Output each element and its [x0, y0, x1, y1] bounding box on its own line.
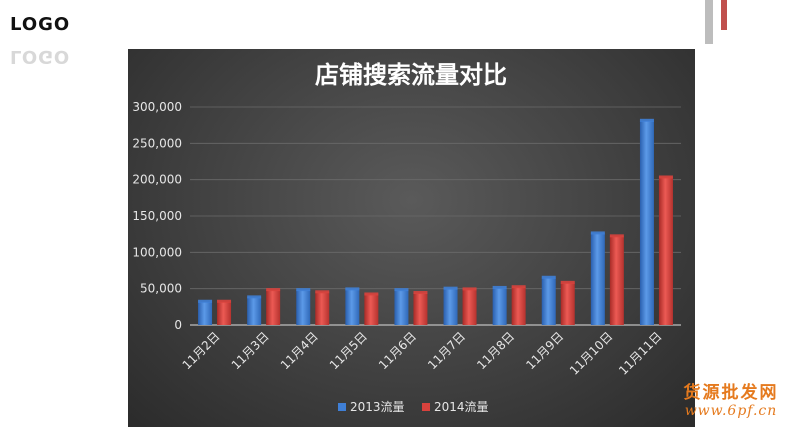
bar-top-cap — [266, 288, 281, 292]
bar-series1 — [198, 301, 213, 325]
decorative-red-bar — [721, 0, 727, 30]
watermark-url: www.6pf.cn — [684, 403, 778, 419]
bar-series1 — [345, 289, 360, 325]
bar-top-cap — [443, 286, 458, 290]
x-tick-label: 11月10日 — [567, 329, 615, 377]
bar-series2 — [364, 294, 379, 325]
chart-title: 店铺搜索流量对比 — [315, 61, 507, 89]
x-tick-label: 11月7日 — [425, 329, 468, 372]
bar-top-cap — [462, 287, 477, 291]
bar-top-cap — [511, 285, 526, 289]
logo: LOGO — [10, 14, 71, 35]
bar-series2 — [413, 293, 428, 325]
bar-top-cap — [609, 234, 624, 238]
bar-top-cap — [658, 175, 673, 179]
bar-series2 — [462, 289, 477, 325]
x-tick-label: 11月6日 — [376, 329, 419, 372]
bar-series2 — [658, 177, 673, 325]
y-tick-label: 250,000 — [132, 136, 182, 150]
bar-top-cap — [394, 288, 409, 292]
bar-series2 — [266, 290, 281, 325]
bar-top-cap — [492, 285, 507, 289]
bar-series2 — [511, 287, 526, 325]
y-tick-label: 0 — [174, 318, 182, 332]
y-axis-labels: 0 50,000 100,000 150,000 200,000 250,000 300,0… — [132, 100, 182, 332]
y-tick-label: 150,000 — [132, 209, 182, 223]
bar-top-cap — [413, 291, 428, 295]
bar-top-cap — [541, 275, 556, 279]
legend-swatch — [422, 403, 430, 411]
bar-top-cap — [198, 299, 213, 303]
x-tick-label: 11月8日 — [474, 329, 517, 372]
legend-label: 2014流量 — [434, 400, 489, 414]
logo-reflection: LOGO — [10, 46, 71, 67]
bar-top-cap — [296, 288, 311, 292]
watermark: 货源批发网 www.6pf.cn — [676, 378, 786, 419]
bar-top-cap — [217, 299, 232, 303]
gridlines — [190, 106, 681, 326]
bar-top-cap — [247, 295, 262, 299]
bar-series1 — [247, 297, 262, 325]
bar-top-cap — [560, 280, 575, 284]
x-tick-label: 11月11日 — [616, 329, 664, 377]
legend-swatch — [338, 403, 346, 411]
y-tick-label: 300,000 — [132, 100, 182, 114]
bar-top-cap — [639, 118, 654, 122]
bar-series1 — [443, 288, 458, 325]
x-tick-label: 11月2日 — [180, 329, 223, 372]
bar-series1 — [492, 287, 507, 325]
decorative-gray-bar — [705, 0, 713, 44]
legend-label: 2013流量 — [350, 400, 405, 414]
bars — [198, 118, 673, 325]
x-tick-label: 11月4日 — [278, 329, 321, 372]
legend: 2013流量 2014流量 — [338, 400, 489, 414]
bar-series2 — [560, 282, 575, 325]
y-tick-label: 200,000 — [132, 173, 182, 187]
bar-top-cap — [590, 231, 605, 235]
bar-top-cap — [345, 287, 360, 291]
chart-panel: 店铺搜索流量对比 0 50,000 100,000 150,000 200,000 250… — [128, 49, 695, 427]
bar-series2 — [609, 236, 624, 325]
bar-series2 — [315, 292, 330, 325]
bar-series1 — [394, 290, 409, 325]
y-tick-label: 50,000 — [140, 282, 182, 296]
bar-series1 — [296, 290, 311, 325]
x-tick-label: 11月9日 — [523, 329, 566, 372]
bar-series1 — [590, 233, 605, 325]
bar-series1 — [541, 277, 556, 325]
bar-top-cap — [315, 290, 330, 294]
bar-series2 — [217, 301, 232, 325]
x-axis-labels: 11月2日 11月3日 11月4日 11月5日 11月6日 11月7日 11月8日 11月9日… — [180, 329, 665, 377]
bar-chart: 店铺搜索流量对比 0 50,000 100,000 150,000 200,000 250… — [132, 61, 681, 414]
bar-top-cap — [364, 292, 379, 296]
x-tick-label: 11月3日 — [229, 329, 272, 372]
watermark-title: 货源批发网 — [683, 383, 779, 403]
y-tick-label: 100,000 — [132, 245, 182, 259]
bar-series1 — [639, 120, 654, 325]
x-tick-label: 11月5日 — [327, 329, 370, 372]
